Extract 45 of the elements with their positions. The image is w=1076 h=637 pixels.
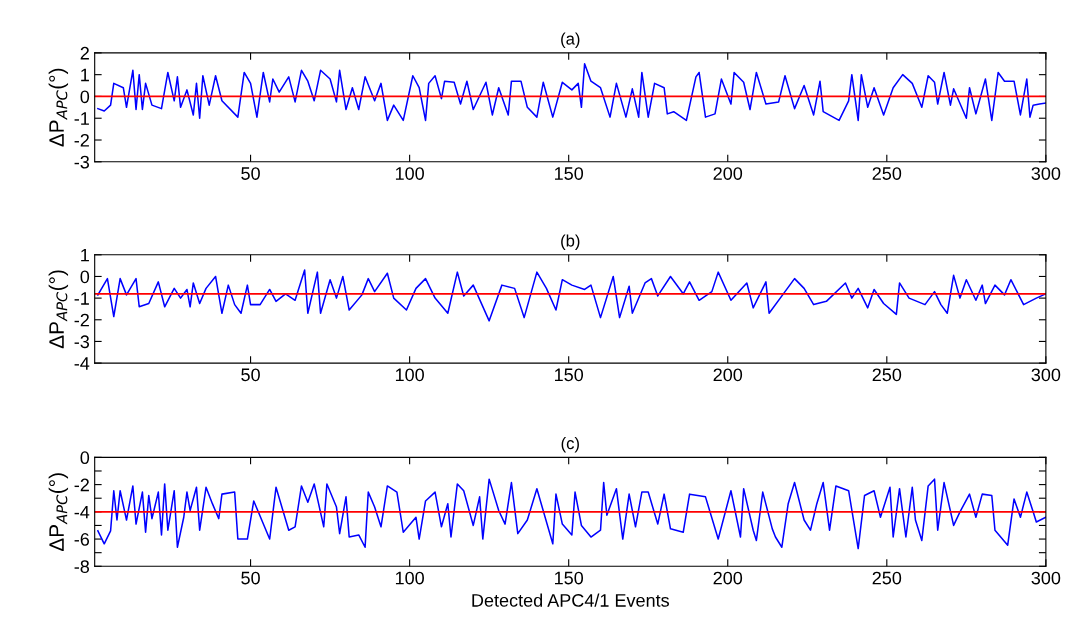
chart-title: (a) (561, 32, 580, 48)
y-tick-label: 0 (80, 270, 90, 284)
x-tick-label: 100 (395, 167, 424, 180)
y-tick-label: -1 (74, 292, 89, 305)
y-tick-label: -2 (74, 313, 89, 327)
x-tick-label: 300 (1031, 167, 1061, 180)
y-tick-label: -2 (74, 133, 89, 147)
x-tick-label: 200 (713, 571, 743, 585)
y-tick-label: -6 (74, 533, 90, 546)
x-tick-label: 250 (872, 368, 902, 382)
y-tick-label: -4 (74, 357, 90, 370)
y-axis-title: ΔP$_{APC}$(°) (48, 473, 69, 552)
x-tick-label: 150 (555, 571, 584, 585)
y-tick-label: 0 (80, 451, 90, 465)
x-tick-label: 300 (1031, 368, 1061, 382)
x-tick-label: 150 (555, 368, 584, 382)
x-tick-label: 250 (872, 571, 902, 585)
y-tick-label: -2 (74, 478, 89, 492)
y-tick-label: -1 (74, 112, 89, 125)
x-tick-label: 100 (395, 368, 424, 382)
line-series (97, 478, 1046, 550)
line-series (97, 269, 1046, 322)
x-axis-title: Detected APC4/1 Events (472, 593, 669, 607)
x-tick-label: 250 (872, 167, 902, 180)
x-tick-label: 50 (241, 571, 260, 585)
y-tick-label: -3 (74, 155, 90, 169)
y-tick-label: 1 (81, 248, 89, 262)
x-tick-label: 150 (555, 167, 584, 180)
y-axis-title: ΔP$_{APC}$(°) (48, 270, 69, 349)
x-tick-label: 50 (241, 167, 260, 180)
y-tick-label: -3 (74, 335, 90, 349)
y-tick-label: -4 (74, 505, 90, 519)
y-tick-label: -8 (74, 560, 90, 574)
x-tick-label: 200 (713, 368, 743, 382)
x-tick-label: 300 (1031, 571, 1061, 585)
x-tick-label: 50 (241, 368, 260, 382)
x-tick-label: 200 (713, 167, 743, 180)
chart-title: (b) (561, 234, 580, 250)
y-axis-title: ΔP$_{APC}$(°) (48, 68, 69, 147)
chart-title: (c) (561, 436, 579, 453)
y-tick-label: 1 (81, 68, 89, 82)
line-series (97, 62, 1046, 122)
x-tick-label: 100 (395, 571, 424, 585)
y-tick-label: 0 (80, 90, 90, 104)
y-tick-label: 2 (80, 46, 89, 60)
